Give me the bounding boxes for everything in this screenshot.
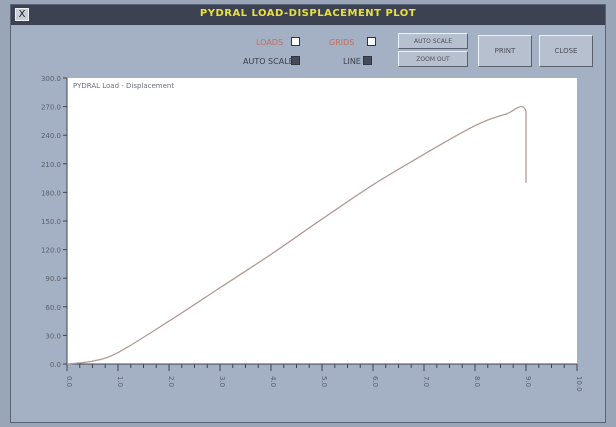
legend-text: PYDRAL Load - Displacement	[73, 82, 174, 90]
checkbox-d[interactable]	[363, 56, 372, 65]
checkbox-b-label: GRIDS	[329, 38, 355, 47]
y-tick-label: 180.0	[41, 189, 61, 197]
y-tick-label: 120.0	[41, 247, 61, 255]
series-group	[66, 105, 527, 365]
checkbox-c-label: AUTO SCALE	[243, 57, 294, 66]
x-tick-label: 1.0	[116, 376, 124, 387]
line-chart: PYDRAL Load - Displacement 0.0 30.0 60.0 90…	[41, 75, 583, 392]
y-tick-label: 60.0	[45, 304, 61, 312]
control-panel: LOADS GRIDS AUTO SCALE LINE AUTO SCALE Z…	[11, 25, 605, 75]
window-title: PYDRAL LOAD-DISPLACEMENT PLOT	[199, 8, 417, 19]
checkbox-a[interactable]	[291, 37, 300, 46]
y-tick-label: 270.0	[41, 104, 61, 112]
x-tick-label: 6.0	[371, 376, 379, 387]
print-button[interactable]: PRINT	[478, 35, 532, 67]
y-tick-label: 300.0	[41, 75, 61, 83]
close-window-button[interactable]: X	[15, 8, 29, 21]
checkbox-d-label: LINE	[343, 57, 361, 66]
y-tick-label: 240.0	[41, 132, 61, 140]
title-bar[interactable]: X PYDRAL LOAD-DISPLACEMENT PLOT	[11, 5, 605, 25]
plot-background	[67, 78, 577, 364]
y-ticks: 0.0 30.0 60.0 90.0 120.0 150.0 180.0 210.0 240.0…	[41, 75, 67, 369]
y-tick-label: 210.0	[41, 161, 61, 169]
checkbox-c[interactable]	[291, 56, 300, 65]
x-tick-label: 3.0	[218, 376, 226, 387]
plot-area: PYDRAL Load - Displacement 0.0 30.0 60.0 90…	[11, 73, 605, 413]
checkbox-a-label: LOADS	[256, 38, 284, 47]
x-ticks: 0.0 1.0 2.0 3.0 4.0 5.0 6.0 7.0 8.0 9.0 10.0	[65, 364, 583, 392]
x-tick-label: 9.0	[524, 376, 532, 387]
x-tick-label: 0.0	[65, 376, 73, 387]
checkbox-b[interactable]	[367, 37, 376, 46]
close-button[interactable]: CLOSE	[539, 35, 593, 67]
series-line	[66, 105, 527, 365]
auto-scale-button[interactable]: AUTO SCALE	[398, 33, 468, 49]
y-tick-label: 0.0	[50, 361, 61, 369]
zoom-out-button[interactable]: ZOOM OUT	[398, 51, 468, 67]
x-tick-label: 8.0	[473, 376, 481, 387]
x-tick-label: 7.0	[422, 376, 430, 387]
x-tick-label: 4.0	[269, 376, 277, 387]
y-tick-label: 90.0	[45, 275, 61, 283]
x-tick-label: 5.0	[320, 376, 328, 387]
plot-window: X PYDRAL LOAD-DISPLACEMENT PLOT LOADS GR…	[10, 4, 606, 423]
x-tick-label: 10.0	[575, 376, 583, 392]
y-tick-label: 30.0	[45, 332, 61, 340]
x-tick-label: 2.0	[167, 376, 175, 387]
y-tick-label: 150.0	[41, 218, 61, 226]
